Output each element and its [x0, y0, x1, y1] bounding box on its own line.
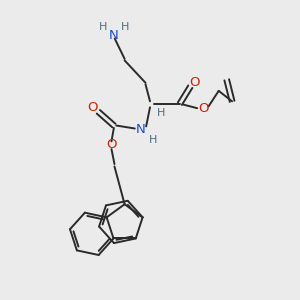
Text: O: O — [87, 101, 97, 114]
Text: O: O — [189, 76, 200, 89]
Text: H: H — [99, 22, 107, 32]
Text: O: O — [199, 102, 209, 115]
Text: H: H — [120, 22, 129, 32]
Text: N: N — [135, 124, 145, 136]
Text: H: H — [157, 108, 165, 118]
Text: O: O — [106, 138, 117, 152]
Text: H: H — [148, 134, 157, 145]
Text: N: N — [109, 28, 118, 41]
